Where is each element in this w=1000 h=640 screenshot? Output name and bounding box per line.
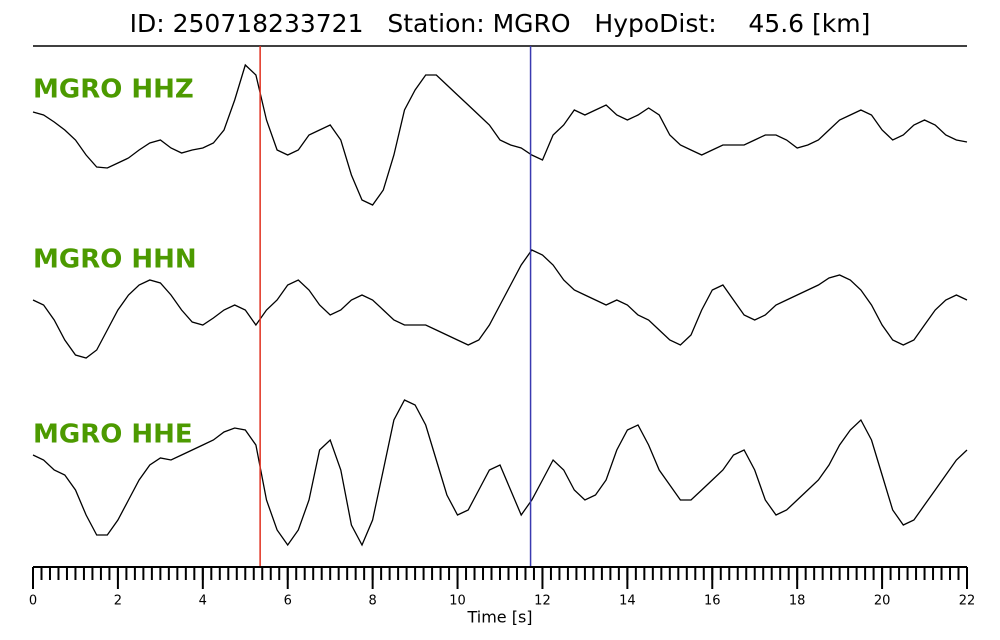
x-tick-label: 16 (704, 594, 721, 609)
x-tick-label: 0 (29, 594, 37, 609)
x-tick-label: 6 (284, 594, 292, 609)
trace (32, 63, 968, 206)
x-tick-label: 22 (959, 594, 976, 609)
trace-label: MGRO HHZ (33, 75, 194, 105)
x-tick-label: 2 (114, 594, 122, 609)
chart-title: ID: 250718233721 Station: MGRO HypoDist:… (130, 9, 871, 38)
x-axis-label: Time [s] (466, 608, 532, 627)
x-tick-label: 10 (449, 594, 466, 609)
x-tick-label: 20 (874, 594, 891, 609)
trace-label: MGRO HHE (33, 420, 193, 450)
x-tick-label: 12 (534, 594, 551, 609)
x-tick-label: 14 (619, 594, 636, 609)
x-tick-label: 8 (368, 594, 376, 609)
trace (32, 249, 968, 359)
trace-label: MGRO HHN (33, 245, 197, 275)
x-tick-label: 18 (789, 594, 806, 609)
trace (32, 399, 968, 547)
x-tick-label: 4 (199, 594, 207, 609)
